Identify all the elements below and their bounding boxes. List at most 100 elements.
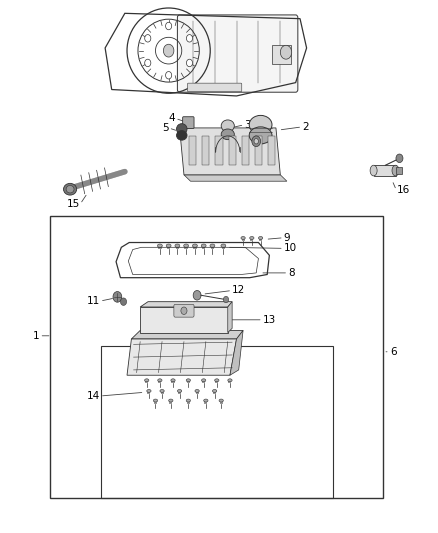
Ellipse shape [250, 237, 254, 239]
Bar [221, 126, 234, 134]
Ellipse shape [221, 244, 226, 247]
Bar [220, 401, 223, 403]
Bar [249, 125, 272, 135]
Ellipse shape [201, 244, 206, 247]
Circle shape [166, 22, 172, 30]
Ellipse shape [169, 399, 173, 402]
Bar [215, 381, 218, 383]
Circle shape [187, 59, 193, 67]
Text: 9: 9 [284, 233, 290, 243]
Ellipse shape [175, 244, 180, 247]
Ellipse shape [201, 379, 206, 382]
Bar [176, 246, 179, 249]
Bar [167, 246, 170, 249]
Bar [50, 216, 383, 498]
Bar [202, 136, 209, 165]
Circle shape [181, 307, 187, 314]
Polygon shape [180, 128, 280, 175]
Bar [184, 246, 188, 249]
Text: 10: 10 [284, 244, 297, 253]
Circle shape [223, 296, 229, 303]
Bar [189, 136, 196, 165]
Ellipse shape [153, 399, 158, 402]
Ellipse shape [158, 379, 162, 382]
Circle shape [396, 154, 403, 163]
Bar [229, 136, 236, 165]
Bar [259, 238, 262, 241]
Circle shape [254, 139, 258, 144]
Bar [396, 167, 402, 174]
Text: 13: 13 [263, 315, 276, 325]
Bar [222, 246, 225, 249]
Ellipse shape [249, 116, 272, 134]
Bar [177, 129, 187, 135]
FancyBboxPatch shape [174, 304, 194, 317]
Ellipse shape [147, 390, 151, 392]
Bar [213, 391, 216, 394]
Ellipse shape [177, 390, 182, 392]
Text: 11: 11 [87, 296, 100, 306]
Bar [178, 391, 181, 394]
Polygon shape [127, 339, 237, 375]
Bar [101, 346, 333, 498]
Ellipse shape [215, 379, 219, 382]
Ellipse shape [228, 379, 232, 382]
Circle shape [252, 136, 261, 147]
Bar [187, 381, 190, 383]
Bar [272, 45, 291, 64]
Bar [211, 246, 214, 249]
Circle shape [163, 44, 174, 57]
Ellipse shape [392, 165, 399, 176]
Text: 8: 8 [288, 268, 295, 278]
Text: 16: 16 [396, 185, 410, 195]
Ellipse shape [241, 237, 245, 239]
Bar [145, 381, 148, 383]
Bar [374, 165, 396, 176]
Text: 3: 3 [244, 120, 251, 130]
Ellipse shape [192, 244, 198, 247]
Ellipse shape [166, 244, 171, 247]
Ellipse shape [370, 165, 377, 176]
Ellipse shape [64, 183, 77, 195]
Ellipse shape [177, 124, 187, 134]
Polygon shape [230, 330, 243, 375]
Ellipse shape [171, 379, 175, 382]
Text: 6: 6 [390, 347, 396, 357]
Circle shape [120, 298, 127, 305]
Ellipse shape [186, 399, 191, 402]
Bar [242, 136, 249, 165]
Ellipse shape [221, 129, 234, 140]
Bar [158, 246, 162, 249]
Ellipse shape [160, 390, 164, 392]
Circle shape [187, 35, 193, 42]
Bar [154, 401, 157, 403]
Ellipse shape [219, 399, 223, 402]
Polygon shape [131, 330, 243, 339]
Text: 1: 1 [33, 331, 39, 341]
Polygon shape [184, 175, 287, 181]
Bar [251, 238, 253, 241]
Text: 5: 5 [162, 123, 169, 133]
Bar [158, 381, 161, 383]
Bar [172, 381, 174, 383]
Bar [242, 238, 245, 241]
FancyBboxPatch shape [187, 83, 242, 92]
Circle shape [193, 290, 201, 300]
Ellipse shape [210, 244, 215, 247]
Ellipse shape [195, 390, 199, 392]
Bar [147, 391, 151, 394]
Bar [202, 381, 205, 383]
Polygon shape [140, 302, 232, 307]
Ellipse shape [212, 390, 217, 392]
Ellipse shape [145, 379, 149, 382]
Ellipse shape [221, 120, 234, 132]
FancyBboxPatch shape [177, 15, 298, 92]
Bar [268, 136, 275, 165]
Bar [255, 136, 262, 165]
Bar [229, 381, 232, 383]
Polygon shape [140, 307, 228, 333]
Ellipse shape [177, 131, 187, 140]
Ellipse shape [186, 379, 191, 382]
Text: 12: 12 [232, 286, 245, 295]
Ellipse shape [258, 237, 263, 239]
